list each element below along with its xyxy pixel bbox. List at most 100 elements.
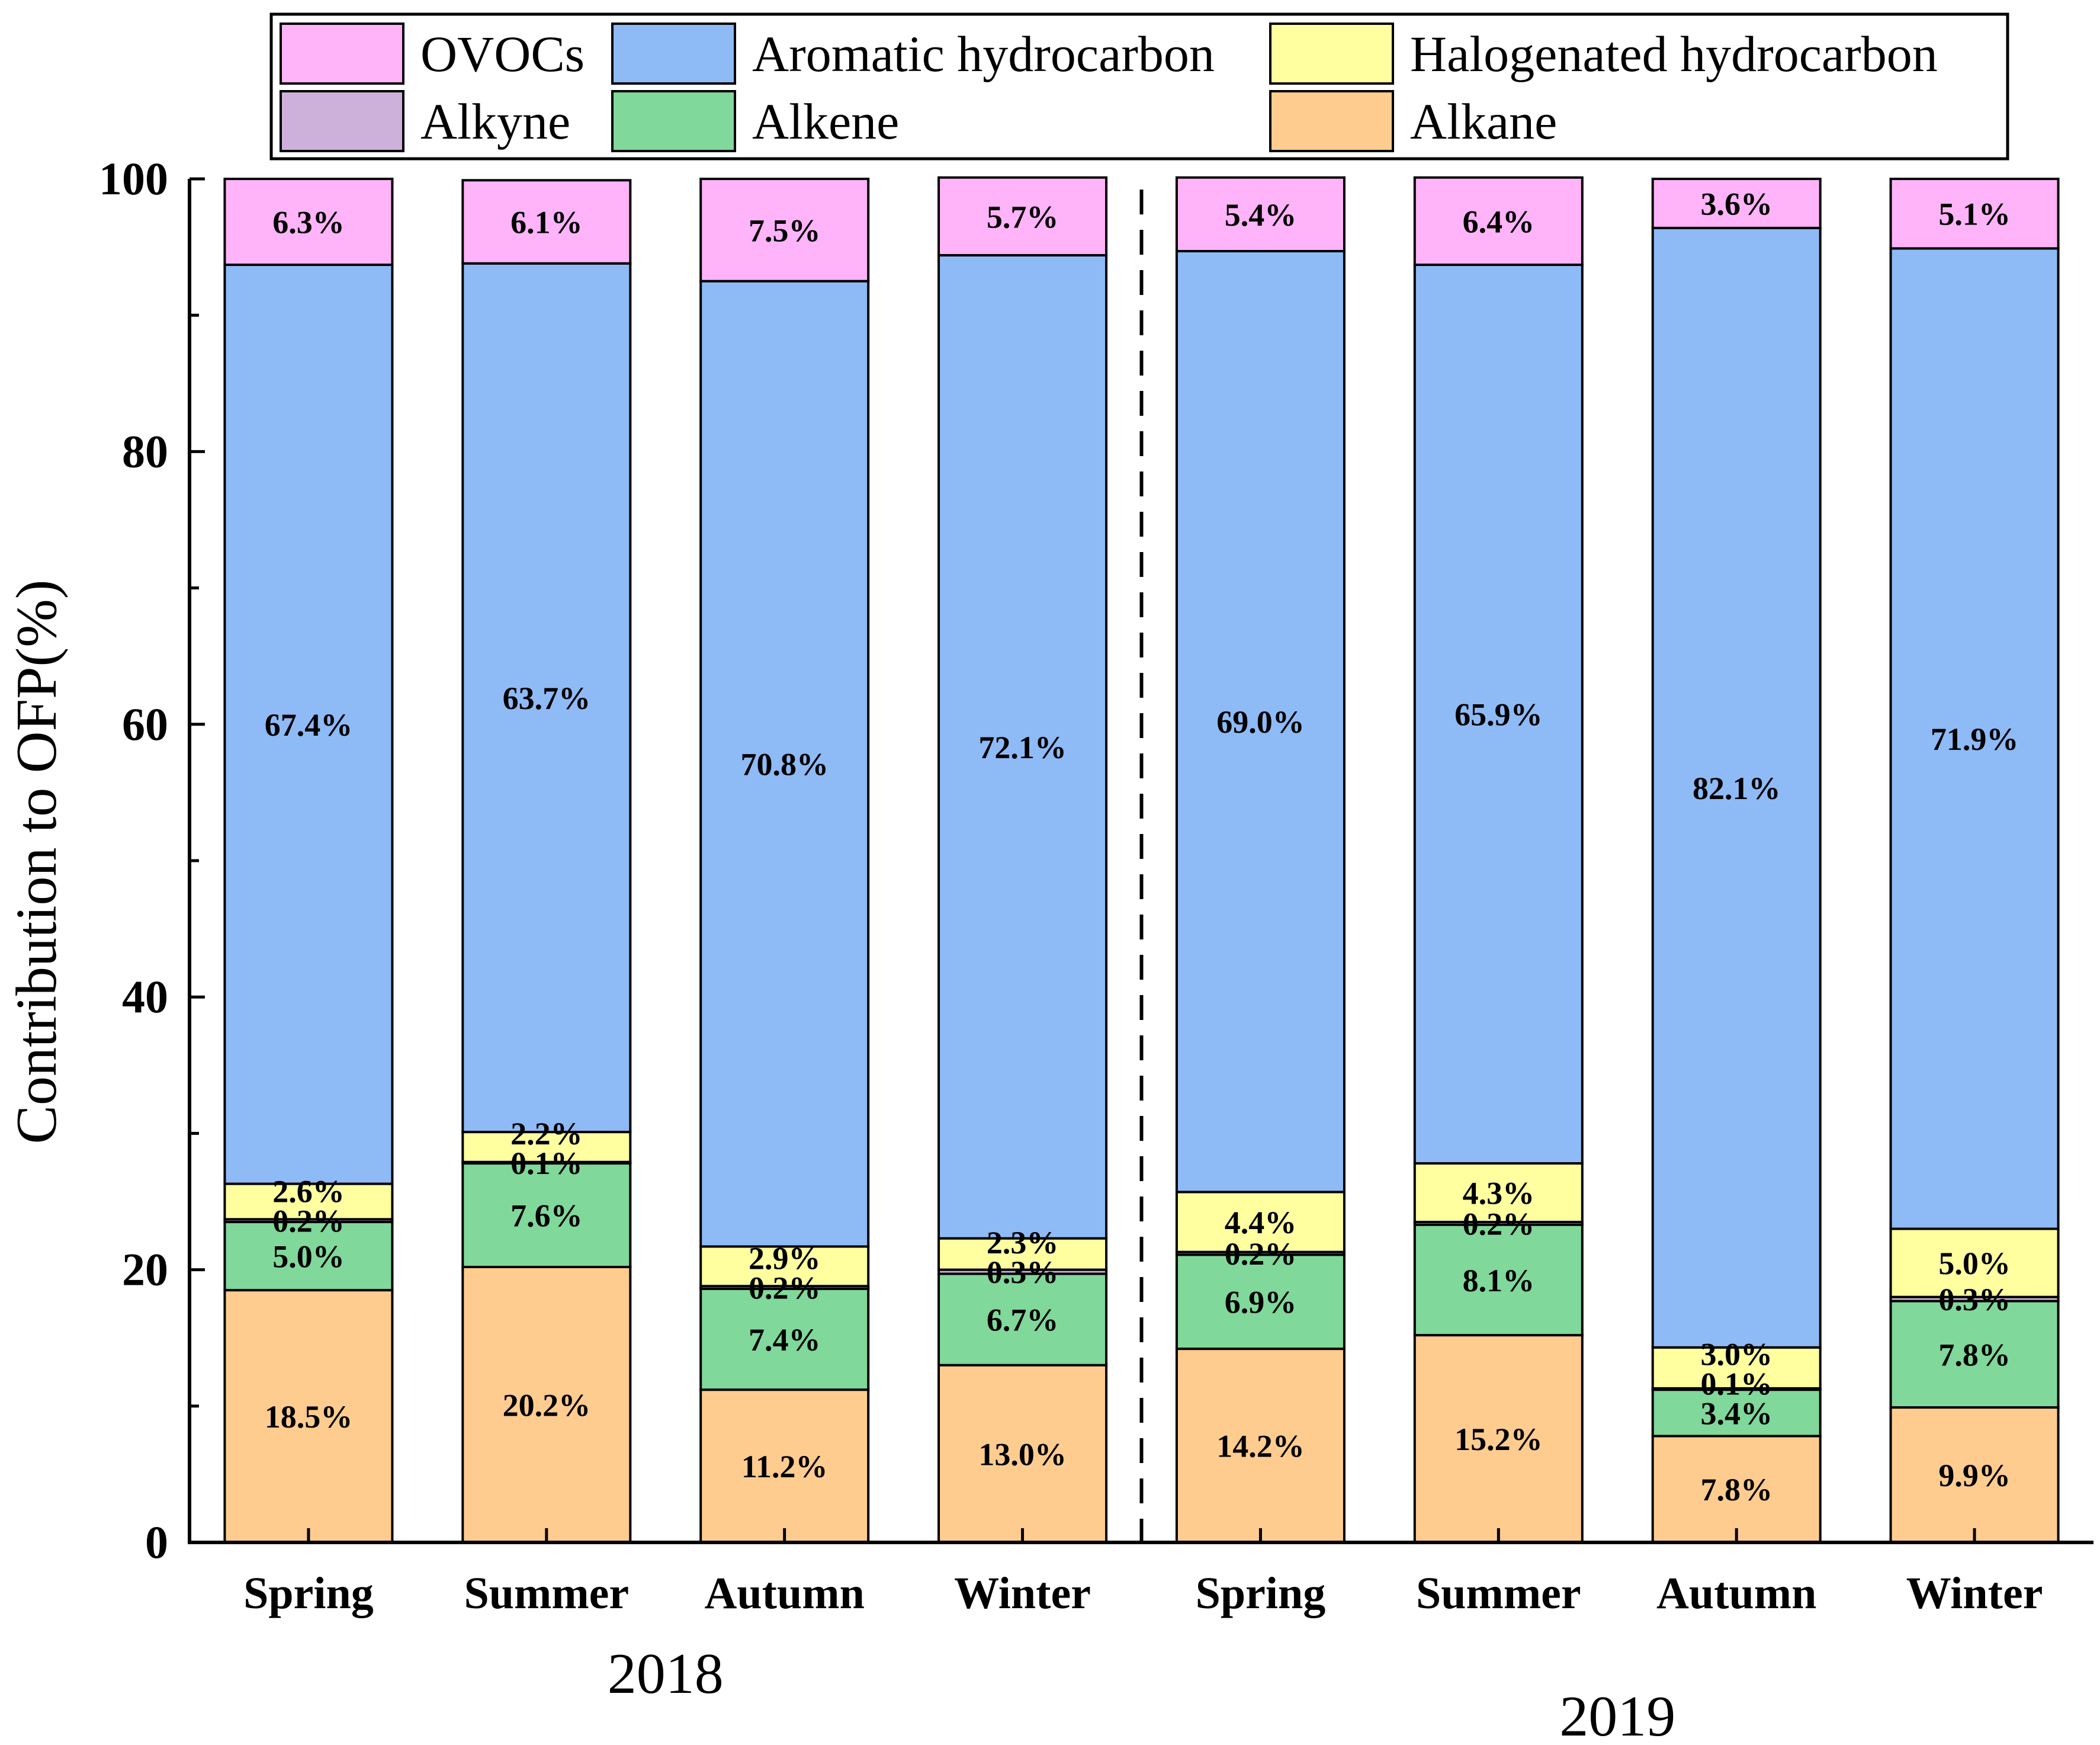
bar-alkane-7 [1889, 1406, 2060, 1544]
y-axis-label: Contribution to OFP(%) [5, 580, 69, 1144]
data-label-halogenated-hydrocarbon-0: 2.6% [272, 1174, 345, 1210]
data-label-ovocs-1: 6.1% [510, 205, 583, 240]
data-label-aromatic-hydrocarbon-7: 71.9% [1931, 721, 2019, 757]
data-label-alkyne-1: 0.1% [510, 1146, 583, 1181]
legend-label-halogenated-hydrocarbon: Halogenated hydrocarbon [1410, 25, 1938, 82]
data-label-alkane-0: 18.5% [265, 1399, 353, 1435]
bar-halogenated-hydrocarbon-2 [699, 1245, 870, 1288]
data-label-alkene-6: 3.4% [1700, 1396, 1773, 1431]
data-label-halogenated-hydrocarbon-3: 2.3% [987, 1225, 1059, 1260]
bar-ovocs-5 [1413, 176, 1584, 267]
y-tick-label-40: 40 [122, 971, 168, 1022]
data-label-alkyne-3: 0.3% [987, 1255, 1059, 1290]
bar-ovocs-2 [699, 178, 870, 283]
data-label-ovocs-2: 7.5% [749, 213, 821, 248]
data-label-ovocs-3: 5.7% [987, 199, 1059, 235]
group-label-2018: 2018 [608, 1642, 724, 1706]
data-label-aromatic-hydrocarbon-0: 67.4% [265, 707, 353, 743]
data-label-ovocs-4: 5.4% [1225, 197, 1297, 233]
data-label-halogenated-hydrocarbon-5: 4.3% [1463, 1176, 1535, 1211]
y-tick-label-20: 20 [122, 1244, 168, 1295]
data-label-alkane-5: 15.2% [1454, 1422, 1543, 1457]
bar-halogenated-hydrocarbon-5 [1413, 1162, 1584, 1224]
data-label-alkene-3: 6.7% [987, 1303, 1059, 1338]
bar-alkane-0 [223, 1289, 394, 1544]
data-label-alkane-7: 9.9% [1938, 1458, 2011, 1493]
bar-halogenated-hydrocarbon-4 [1175, 1191, 1346, 1253]
bar-aromatic-hydrocarbon-5 [1413, 264, 1584, 1165]
bar-halogenated-hydrocarbon-0 [223, 1182, 394, 1221]
legend-swatch-alkene [611, 90, 736, 152]
data-label-ovocs-7: 5.1% [1938, 197, 2011, 232]
data-label-alkene-4: 6.9% [1225, 1285, 1297, 1320]
y-tick-label-80: 80 [122, 425, 168, 477]
bar-aromatic-hydrocarbon-1 [461, 262, 632, 1134]
bar-aromatic-hydrocarbon-7 [1889, 247, 2060, 1230]
bar-alkane-6 [1651, 1435, 1822, 1544]
data-label-aromatic-hydrocarbon-6: 82.1% [1693, 771, 1781, 806]
data-label-alkane-2: 11.2% [741, 1449, 828, 1484]
bar-ovocs-4 [1175, 176, 1346, 253]
data-label-alkane-6: 7.8% [1700, 1472, 1773, 1507]
legend-swatch-aromatic-hydrocarbon [611, 23, 736, 85]
x-tick-label-0: Spring [243, 1568, 374, 1618]
data-label-alkane-4: 14.2% [1216, 1429, 1305, 1464]
bar-ovocs-7 [1889, 178, 2060, 250]
bar-halogenated-hydrocarbon-6 [1651, 1346, 1822, 1390]
y-tick-label-0: 0 [145, 1516, 168, 1568]
bar-alkane-4 [1175, 1348, 1346, 1544]
data-label-alkene-1: 7.6% [510, 1198, 583, 1234]
legend-label-alkene: Alkene [752, 93, 899, 150]
bar-alkene-6 [1651, 1388, 1822, 1438]
data-label-aromatic-hydrocarbon-4: 69.0% [1216, 704, 1305, 740]
y-tick-label-60: 60 [122, 698, 168, 750]
legend: OVOCs Aromatic hydrocarbon Halogenated hyd… [269, 12, 2009, 161]
bar-aromatic-hydrocarbon-2 [699, 280, 870, 1248]
data-label-alkene-5: 8.1% [1463, 1263, 1535, 1298]
bar-halogenated-hydrocarbon-1 [461, 1131, 632, 1163]
data-label-ovocs-0: 6.3% [272, 205, 345, 240]
legend-frame [269, 12, 2009, 161]
bar-ovocs-0 [223, 178, 394, 267]
bar-alkene-7 [1889, 1300, 2060, 1409]
bar-aromatic-hydrocarbon-0 [223, 264, 394, 1185]
axes: 0 20 40 60 80 100 Spring Summer Autumn Winter Spri… [99, 153, 2093, 1745]
data-label-halogenated-hydrocarbon-2: 2.9% [749, 1241, 821, 1276]
bar-ovocs-3 [937, 176, 1108, 256]
data-label-alkyne-4: 0.2% [1225, 1236, 1297, 1272]
x-tick-label-2: Autumn [705, 1568, 865, 1618]
legend-swatch-halogenated-hydrocarbon [1269, 23, 1394, 85]
bar-alkene-1 [461, 1162, 632, 1268]
data-label-ovocs-5: 6.4% [1463, 204, 1535, 239]
data-label-alkyne-6: 0.1% [1700, 1366, 1773, 1401]
bar-alkene-5 [1413, 1223, 1584, 1337]
legend-swatch-ovocs [280, 23, 404, 85]
bar-aromatic-hydrocarbon-3 [937, 254, 1108, 1240]
data-label-halogenated-hydrocarbon-4: 4.4% [1225, 1205, 1297, 1240]
bar-alkene-2 [699, 1287, 870, 1391]
x-tick-label-4: Spring [1196, 1568, 1326, 1618]
bar-alkane-3 [937, 1364, 1108, 1544]
data-label-halogenated-hydrocarbon-6: 3.0% [1700, 1336, 1773, 1372]
data-label-aromatic-hydrocarbon-3: 72.1% [978, 730, 1067, 765]
x-tick-label-6: Autumn [1656, 1568, 1816, 1618]
data-label-alkyne-7: 0.3% [1938, 1282, 2011, 1317]
data-label-ovocs-6: 3.6% [1700, 186, 1773, 222]
data-label-halogenated-hydrocarbon-1: 2.2% [510, 1116, 583, 1151]
legend-label-alkyne: Alkyne [420, 93, 570, 150]
x-tick-label-5: Summer [1416, 1568, 1581, 1618]
data-label-aromatic-hydrocarbon-1: 63.7% [503, 681, 591, 716]
bar-alkane-1 [461, 1265, 632, 1544]
x-tick-label-3: Winter [954, 1568, 1091, 1618]
legend-label-ovocs: OVOCs [420, 25, 585, 82]
data-label-aromatic-hydrocarbon-2: 70.8% [740, 747, 829, 782]
bar-alkene-3 [937, 1272, 1108, 1367]
data-label-alkene-0: 5.0% [272, 1239, 345, 1275]
legend-label-aromatic-hydrocarbon: Aromatic hydrocarbon [752, 25, 1215, 82]
data-label-alkane-3: 13.0% [978, 1436, 1067, 1472]
data-label-alkane-1: 20.2% [503, 1387, 591, 1423]
data-label-halogenated-hydrocarbon-7: 5.0% [1938, 1246, 2011, 1281]
data-label-alkene-7: 7.8% [1938, 1337, 2011, 1372]
data-label-alkene-2: 7.4% [749, 1322, 821, 1358]
